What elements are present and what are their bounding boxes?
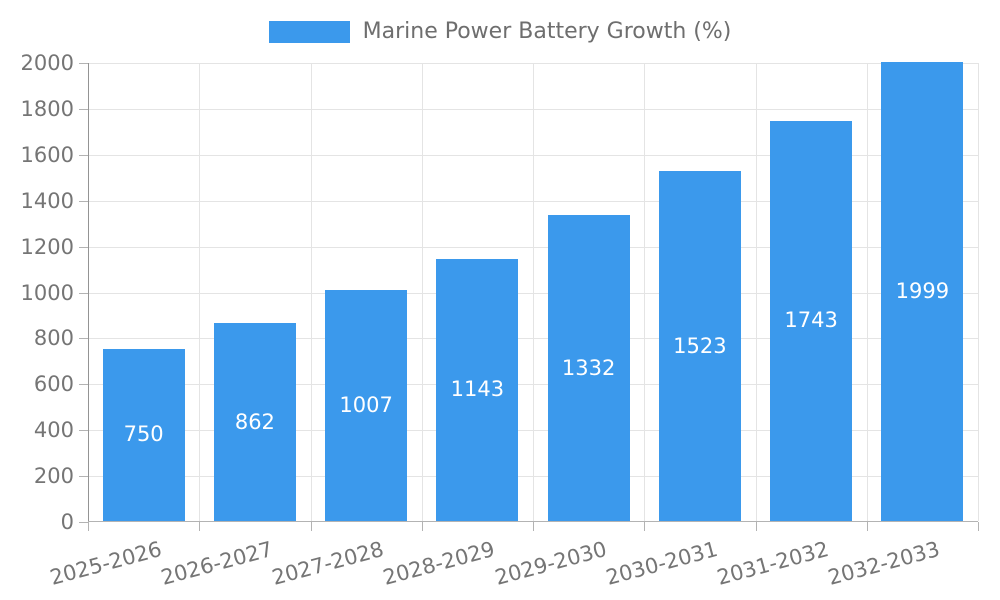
y-tick [79, 108, 88, 110]
y-axis-tick-label: 1200 [20, 234, 74, 259]
y-axis-tick-label: 0 [60, 510, 74, 534]
v-gridline [533, 63, 534, 521]
x-tick [310, 522, 312, 531]
v-gridline [755, 63, 757, 521]
bar-value-label: 1743 [784, 308, 838, 333]
y-axis-tick-label: 400 [33, 418, 74, 443]
x-tick [88, 522, 89, 531]
legend-label: Marine Power Battery Growth (%) [362, 19, 732, 44]
x-tick [866, 522, 868, 531]
y-axis-tick-label: 1400 [20, 188, 74, 213]
x-tick [644, 522, 646, 531]
y-tick [79, 154, 88, 156]
y-axis-line [88, 63, 89, 531]
legend-swatch-icon [268, 21, 350, 43]
v-gridline [644, 63, 646, 521]
y-tick [79, 430, 88, 432]
bar-2025-2026[interactable]: 750 [102, 348, 185, 521]
x-tick [421, 522, 423, 531]
y-axis-tick-label: 1800 [20, 96, 74, 121]
v-gridline [421, 63, 423, 521]
y-tick [79, 522, 88, 523]
legend-item[interactable]: Marine Power Battery Growth (%) [268, 19, 732, 44]
y-axis-tick-label: 600 [33, 372, 74, 397]
v-gridline [199, 63, 201, 521]
y-tick [79, 338, 88, 340]
x-axis-line [88, 521, 978, 522]
bar-value-label: 1523 [673, 333, 727, 358]
v-gridline [866, 63, 868, 521]
y-axis-tick-label: 1000 [20, 280, 74, 305]
y-tick [79, 63, 88, 64]
bar-value-label: 862 [234, 409, 275, 434]
bar-2029-2030[interactable]: 1332 [547, 215, 630, 521]
x-tick [199, 522, 201, 531]
bar-value-label: 1999 [895, 279, 950, 304]
bar-2031-2032[interactable]: 1743 [770, 120, 853, 521]
legend: Marine Power Battery Growth (%) [0, 0, 1000, 43]
y-tick [79, 200, 88, 202]
v-gridline [310, 63, 312, 521]
y-tick [79, 384, 88, 386]
bar-2026-2027[interactable]: 862 [213, 323, 296, 521]
bar-value-label: 750 [123, 422, 164, 447]
bar-2028-2029[interactable]: 1143 [436, 258, 519, 521]
y-axis-tick-label: 1600 [20, 142, 74, 167]
y-axis-tick-label: 200 [33, 464, 74, 489]
y-tick [79, 246, 88, 248]
x-tick [755, 522, 757, 531]
bar-2027-2028[interactable]: 1007 [325, 289, 408, 521]
bar-2030-2031[interactable]: 1523 [658, 171, 741, 521]
y-tick [79, 292, 88, 294]
y-axis-tick-label: 2000 [20, 51, 74, 75]
plot-area: 0 200 400 600 800 1000 1200 1400 1600 1800 2000 750… [21, 51, 979, 590]
v-gridline [978, 63, 979, 521]
bar-2032-2033[interactable]: 1999 [881, 62, 964, 521]
x-tick [533, 522, 534, 531]
bar-value-label: 1143 [450, 377, 505, 402]
bar-value-label: 1007 [339, 392, 393, 417]
y-axis-tick-label: 800 [33, 326, 74, 351]
y-tick [79, 476, 88, 478]
x-tick [978, 522, 979, 531]
bar-value-label: 1332 [561, 355, 616, 380]
